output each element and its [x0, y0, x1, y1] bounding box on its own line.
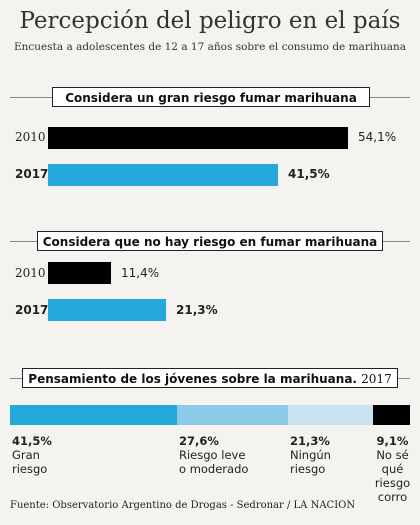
source-note: Fuente: Observatorio Argentino de Drogas…	[10, 500, 356, 511]
segment-name-line: Riesgo leve	[179, 448, 246, 462]
segment-value: 27,6%	[179, 434, 219, 448]
section2-year-2017: 2017	[15, 303, 49, 317]
segment-name-line: riesgo	[12, 462, 48, 476]
section2-year-2010: 2010	[15, 266, 46, 280]
segment-label: 41,5% Gran riesgo	[12, 434, 52, 476]
segment-name-line: qué	[381, 462, 404, 476]
segment-name-line: Gran	[12, 448, 40, 462]
segment-name-line: Ningún	[290, 448, 331, 462]
segment-value: 21,3%	[290, 434, 330, 448]
section3-title-text: Pensamiento de los jóvenes sobre la mari…	[28, 372, 357, 386]
stacked-bar	[10, 405, 410, 425]
section3-title: Pensamiento de los jóvenes sobre la mari…	[22, 368, 398, 388]
segment-value: 9,1%	[376, 434, 409, 448]
chart-title: Percepción del peligro en el país	[19, 8, 401, 34]
segment-name-line: o moderado	[179, 462, 249, 476]
chart-subtitle: Encuesta a adolescentes de 12 a 17 años …	[13, 41, 407, 53]
segment-label: 27,6% Riesgo leve o moderado	[179, 434, 248, 476]
segment-value: 41,5%	[12, 434, 52, 448]
segment-gran-riesgo	[10, 405, 177, 425]
section1-bar-2010	[48, 127, 348, 149]
segment-name-line: No sé	[376, 448, 409, 462]
segment-ningun-riesgo	[288, 405, 373, 425]
segment-name-line: corro	[377, 490, 408, 504]
section2-value-2017: 21,3%	[176, 303, 218, 317]
segment-name-line: riesgo	[374, 476, 411, 490]
section1-value-2017: 41,5%	[288, 167, 330, 181]
section2-bar-2010	[48, 262, 111, 284]
section1-year-2010: 2010	[15, 130, 46, 144]
segment-riesgo-leve	[177, 405, 288, 425]
segment-no-se	[373, 405, 410, 425]
section2-title: Considera que no hay riesgo en fumar mar…	[37, 231, 383, 251]
section1-bar-2017	[48, 164, 278, 186]
section1-value-2010: 54,1%	[358, 130, 397, 144]
section3-title-year: 2017	[361, 372, 392, 386]
section1-year-2017: 2017	[15, 167, 49, 181]
segment-name-line: riesgo	[290, 462, 326, 476]
section2-value-2010: 11,4%	[121, 266, 160, 280]
section1-title: Considera un gran riesgo fumar marihuana	[52, 87, 370, 107]
section2-bar-2017	[48, 299, 166, 321]
segment-label: 21,3% Ningún riesgo	[290, 434, 331, 476]
segment-label: 9,1% No sé qué riesgo corro	[367, 434, 418, 504]
